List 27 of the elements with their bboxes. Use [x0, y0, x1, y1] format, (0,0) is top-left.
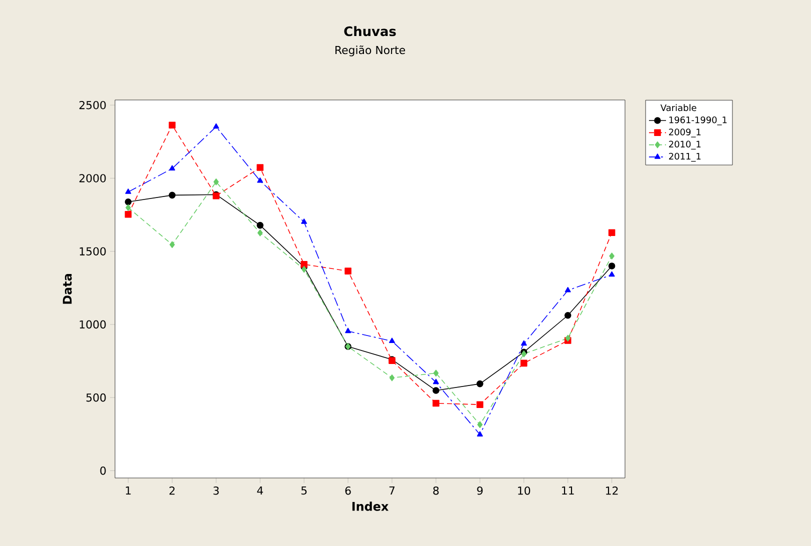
chart-subtitle: Região Norte — [335, 45, 406, 56]
y-tick-label: 1000 — [80, 320, 106, 329]
legend-label: 2011_1 — [669, 152, 701, 162]
x-tick-label: 9 — [477, 486, 483, 495]
y-axis-title: Data — [62, 274, 72, 304]
x-tick-label: 12 — [606, 486, 618, 495]
y-tick-label: 2000 — [79, 174, 106, 182]
chart-title: Chuvas — [344, 26, 396, 36]
x-tick-label: 2 — [169, 486, 175, 495]
legend-title: Variable — [660, 104, 696, 112]
x-axis-title: Index — [352, 502, 388, 511]
y-tick-label: 1500 — [80, 247, 106, 256]
y-tick-label: 500 — [86, 393, 106, 402]
y-tick-label: 2500 — [79, 100, 106, 110]
legend-label: 2009_1 — [669, 128, 701, 138]
legend-label: 1961-1990_1 — [669, 116, 727, 126]
legend-label: 2010_1 — [669, 140, 701, 150]
x-tick-label: 8 — [433, 486, 439, 495]
x-tick-label: 5 — [301, 486, 307, 495]
x-tick-label: 1 — [126, 486, 131, 494]
x-tick-label: 6 — [345, 486, 351, 495]
y-tick-label: 0 — [100, 466, 106, 475]
x-tick-label: 3 — [213, 486, 219, 495]
x-tick-label: 7 — [389, 486, 395, 494]
x-tick-label: 4 — [257, 486, 263, 494]
x-tick-label: 10 — [518, 486, 530, 495]
x-tick-label: 11 — [562, 486, 574, 494]
